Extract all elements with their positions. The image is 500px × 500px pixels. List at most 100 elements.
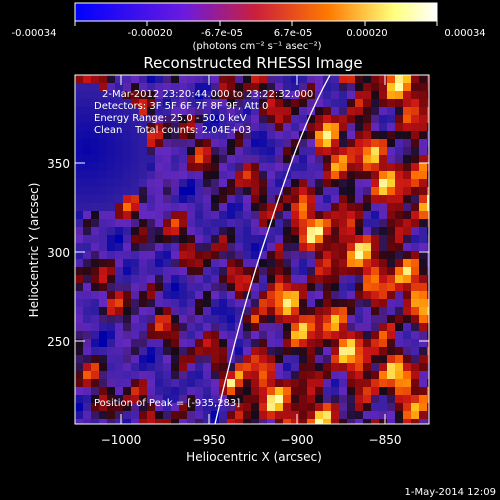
heatmap-cell (219, 395, 227, 403)
heatmap-cell (363, 347, 371, 355)
heatmap-cell (267, 355, 275, 363)
heatmap-cell (307, 315, 315, 323)
heatmap-cell (75, 403, 83, 411)
heatmap-cell (315, 99, 323, 107)
heatmap-cell (75, 243, 83, 251)
heatmap-cell (139, 147, 147, 155)
heatmap-cell (395, 163, 403, 171)
heatmap-cell (267, 195, 275, 203)
heatmap-cell (331, 339, 339, 347)
heatmap-cell (403, 83, 411, 91)
heatmap-cell (99, 123, 107, 131)
heatmap-cell (131, 275, 139, 283)
heatmap-cell (99, 171, 107, 179)
heatmap-cell (355, 83, 363, 91)
heatmap-cell (315, 267, 323, 275)
heatmap-cell (131, 363, 139, 371)
heatmap-cell (339, 99, 347, 107)
heatmap-cell (331, 99, 339, 107)
heatmap-cell (211, 203, 219, 211)
heatmap-cell (427, 171, 429, 179)
heatmap-cell (203, 219, 211, 227)
heatmap-cell (187, 283, 195, 291)
heatmap-cell (347, 219, 355, 227)
heatmap-cell (307, 275, 315, 283)
heatmap-cell (395, 107, 403, 115)
heatmap-cell (195, 419, 203, 424)
heatmap-cell (427, 283, 429, 291)
heatmap-cell (227, 307, 235, 315)
heatmap-cell (163, 291, 171, 299)
y-axis-ticks (75, 162, 429, 342)
heatmap-cell (123, 411, 131, 419)
heatmap-cell (147, 387, 155, 395)
heatmap-cell (363, 251, 371, 259)
heatmap-cell (99, 259, 107, 267)
heatmap-cell (323, 331, 331, 339)
heatmap-cell (299, 387, 307, 395)
heatmap-cell (123, 395, 131, 403)
heatmap-cell (339, 323, 347, 331)
heatmap-cell (155, 307, 163, 315)
heatmap-cell (251, 203, 259, 211)
heatmap-cell (363, 179, 371, 187)
heatmap-cell (283, 203, 291, 211)
heatmap-cell (195, 307, 203, 315)
heatmap-cell (155, 371, 163, 379)
heatmap-cell (291, 323, 299, 331)
heatmap-cell (307, 291, 315, 299)
heatmap-cell (419, 155, 427, 163)
heatmap-cell (147, 243, 155, 251)
heatmap-cell (275, 275, 283, 283)
heatmap-cell (99, 291, 107, 299)
heatmap-cell (355, 251, 363, 259)
heatmap-cell (131, 131, 139, 139)
heatmap-cell (243, 347, 251, 355)
heatmap-cell (259, 75, 267, 83)
heatmap-cell (355, 331, 363, 339)
heatmap-cell (163, 283, 171, 291)
heatmap-cell (299, 155, 307, 163)
heatmap-cell (315, 339, 323, 347)
heatmap-cell (195, 131, 203, 139)
heatmap-cell (75, 211, 83, 219)
heatmap-cell (323, 307, 331, 315)
heatmap-cell (195, 75, 203, 83)
heatmap-cell (363, 171, 371, 179)
heatmap-cell (323, 147, 331, 155)
heatmap-cell (83, 99, 91, 107)
heatmap-cell (307, 83, 315, 91)
heatmap-cell (323, 267, 331, 275)
heatmap-cell (419, 171, 427, 179)
heatmap-cell (91, 371, 99, 379)
heatmap-cell (211, 171, 219, 179)
heatmap-cell (347, 107, 355, 115)
y-axis-label: Heliocentric Y (arcsec) (27, 183, 41, 318)
heatmap-cell (131, 203, 139, 211)
heatmap-cell (243, 107, 251, 115)
heatmap-cell (363, 195, 371, 203)
heatmap-cell (379, 251, 387, 259)
heatmap-cell (307, 147, 315, 155)
heatmap-cell (379, 323, 387, 331)
heatmap-cell (299, 339, 307, 347)
heatmap-cell (203, 227, 211, 235)
heatmap-cell (299, 179, 307, 187)
heatmap-cell (115, 267, 123, 275)
heatmap-cell (251, 139, 259, 147)
heatmap-cell (243, 115, 251, 123)
heatmap-cell (323, 411, 331, 419)
heatmap-cell (251, 155, 259, 163)
heatmap-cell (203, 211, 211, 219)
heatmap-cell (139, 339, 147, 347)
heatmap-cell (139, 235, 147, 243)
heatmap-cell (211, 251, 219, 259)
heatmap-cell (315, 115, 323, 123)
heatmap-cell (171, 115, 179, 123)
heatmap-cell (283, 163, 291, 171)
heatmap-cell (259, 195, 267, 203)
heatmap-cell (75, 227, 83, 235)
heatmap-cell (419, 355, 427, 363)
heatmap-cell (315, 131, 323, 139)
heatmap-cell (363, 387, 371, 395)
